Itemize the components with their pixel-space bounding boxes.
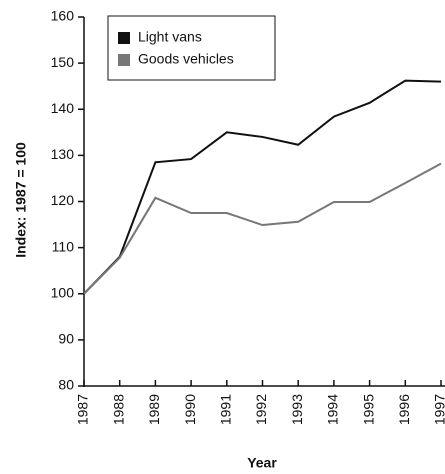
x-tick-label: 1997 (432, 394, 445, 425)
x-axis-label: Year (247, 455, 277, 471)
y-tick-label: 140 (51, 100, 75, 116)
x-tick-label: 1993 (289, 394, 305, 425)
series-line (83, 162, 442, 295)
legend-swatch (118, 54, 130, 66)
legend-label: Goods vehicles (138, 51, 234, 67)
x-tick-label: 1990 (182, 394, 198, 425)
x-tick-label: 1992 (253, 394, 269, 425)
x-tick-label: 1991 (218, 394, 234, 425)
x-tick-label: 1988 (110, 394, 126, 425)
y-tick-label: 100 (51, 284, 75, 300)
x-tick-label: 1987 (75, 394, 91, 425)
y-tick-label: 150 (51, 54, 75, 70)
legend-label: Light vans (138, 29, 202, 45)
x-tick-label: 1995 (360, 394, 376, 425)
legend-swatch (118, 32, 130, 44)
x-tick-label: 1994 (325, 394, 341, 425)
series-line (83, 79, 442, 295)
y-tick-label: 130 (51, 146, 75, 162)
y-tick-label: 90 (58, 331, 74, 347)
y-axis-label: Index: 1987 = 100 (13, 142, 29, 258)
legend-box (107, 15, 276, 81)
x-tick-label: 1996 (396, 394, 412, 425)
x-tick-label: 1989 (146, 394, 162, 425)
y-tick-label: 160 (51, 8, 75, 24)
y-tick-label: 110 (52, 238, 75, 254)
y-tick-label: 120 (51, 192, 75, 208)
y-tick-label: 80 (58, 377, 74, 393)
